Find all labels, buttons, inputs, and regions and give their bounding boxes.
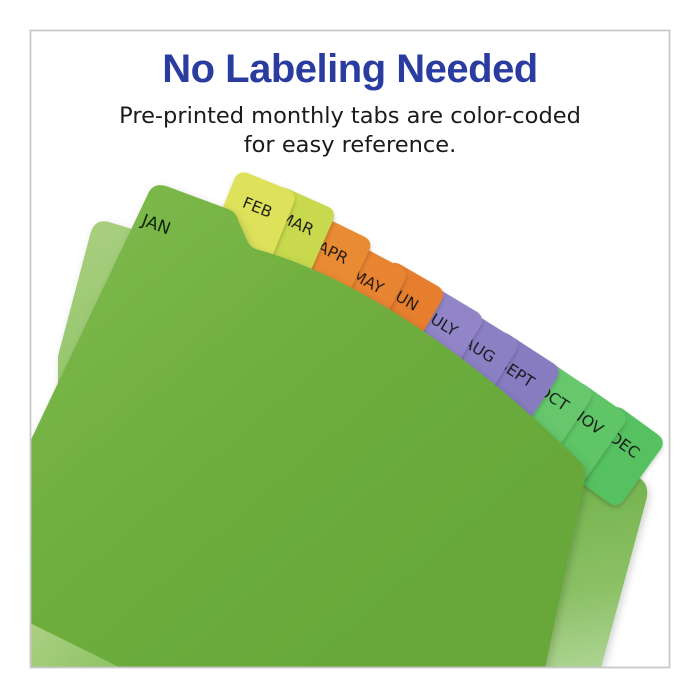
- subtitle-line-2: for easy reference.: [243, 132, 457, 158]
- frame-border: [29, 29, 671, 669]
- page-title: No Labeling Needed: [162, 47, 538, 91]
- front-divider-sheet: [31, 185, 586, 667]
- page-subtitle: Pre-printed monthly tabs are color-coded…: [40, 102, 660, 160]
- back-divider-corner-peek: [31, 623, 119, 667]
- subtitle-line-1: Pre-printed monthly tabs are color-coded: [119, 103, 581, 129]
